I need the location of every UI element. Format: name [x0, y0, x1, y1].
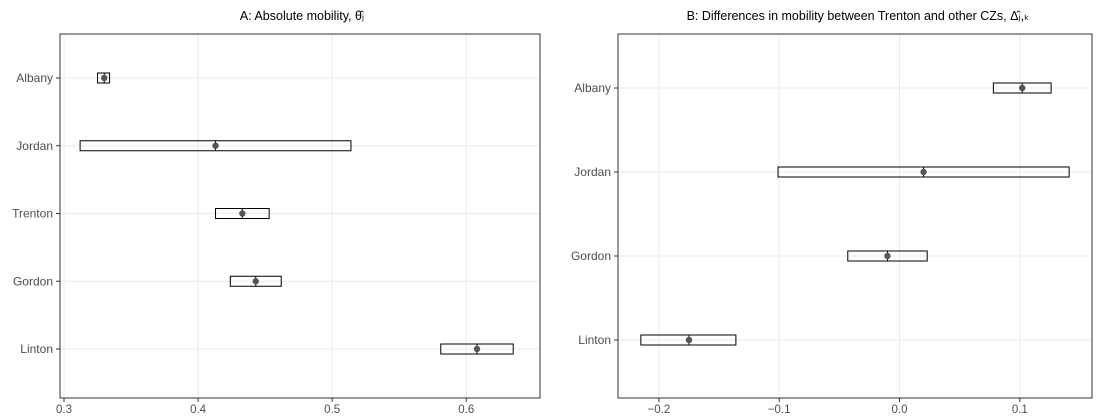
- point-estimate: [239, 210, 246, 217]
- point-estimate: [252, 278, 259, 285]
- y-category-label: Jordan: [574, 165, 611, 179]
- y-category-label: Gordon: [13, 274, 53, 288]
- y-category-label: Albany: [574, 81, 611, 95]
- panel-border: [617, 33, 1093, 399]
- panel-border: [59, 33, 541, 399]
- point-estimate: [1019, 84, 1026, 92]
- x-tick-label: 0.4: [190, 404, 207, 416]
- y-category-label: Linton: [578, 333, 611, 347]
- point-estimate: [920, 168, 927, 176]
- point-estimate: [473, 345, 481, 353]
- x-tick-label: 0.0: [892, 404, 908, 416]
- confidence-interval-box: [640, 334, 737, 346]
- point-estimate: [101, 74, 108, 82]
- x-tick-label: −0.1: [768, 404, 791, 416]
- point-estimate: [685, 336, 693, 344]
- point-estimate: [884, 252, 891, 260]
- point-estimate: [212, 142, 219, 149]
- panel-a-title: A: Absolute mobility, θ̂ⱼ: [240, 9, 365, 23]
- y-category-label: Linton: [20, 342, 53, 356]
- y-category-label: Jordan: [16, 139, 53, 153]
- panel-a: A: Absolute mobility, θ̂ⱼ 0.3 0.4 0.5 0.6 Al…: [12, 9, 541, 416]
- confidence-interval-box: [97, 72, 111, 84]
- x-tick-label: 0.3: [56, 404, 72, 416]
- panel-b-title: B: Differences in mobility between Trent…: [687, 9, 1030, 23]
- panel-b: B: Differences in mobility between Trent…: [571, 9, 1093, 416]
- y-category-label: Gordon: [571, 249, 611, 263]
- x-tick-label: 0.6: [458, 404, 474, 416]
- y-category-label: Trenton: [12, 207, 53, 221]
- x-tick-label: 0.5: [324, 404, 340, 416]
- x-tick-label: −0.2: [648, 404, 671, 416]
- y-category-label: Albany: [16, 71, 53, 85]
- x-tick-label: 0.1: [1012, 404, 1028, 416]
